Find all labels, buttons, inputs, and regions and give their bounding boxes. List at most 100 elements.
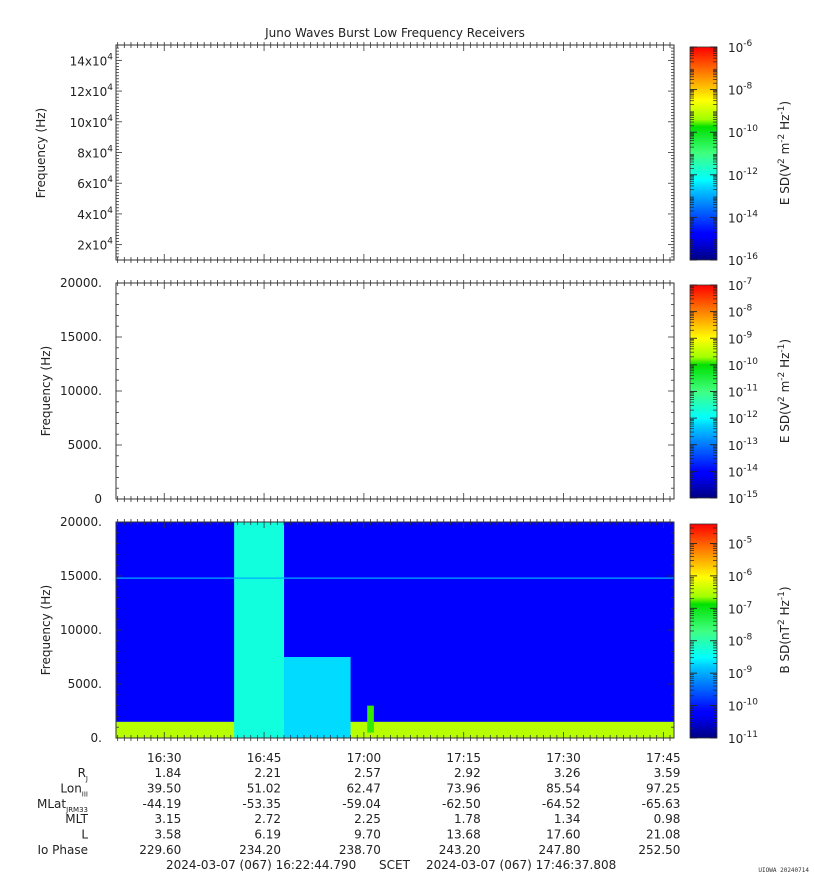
footer-start-time: 2024-03-07 (067) 16:22:44.790 xyxy=(166,858,356,872)
colorbar-3-label-end: ) xyxy=(778,586,792,591)
colorbar-tick-label: 10-8 xyxy=(728,82,753,98)
colorbar-2-label-end: ) xyxy=(778,339,792,344)
ephemeris-row-label: LonIII xyxy=(60,781,88,798)
colorbar-tick-base: 10 xyxy=(728,386,743,400)
colorbar-tick-exponent: -14 xyxy=(743,209,758,219)
ephemeris-value: 17.60 xyxy=(546,828,580,842)
y-tick-label: 5000. xyxy=(68,677,102,691)
ephemeris-value: 0.98 xyxy=(654,812,681,826)
ephemeris-value: 39.50 xyxy=(147,781,181,795)
colorbar-3-label-sup2: -1 xyxy=(777,591,787,600)
colorbar-2-label: E SD(V2 m-2 Hz-1) xyxy=(777,339,792,443)
panel-2-frame xyxy=(115,282,675,500)
ephemeris-row-label-main: MLT xyxy=(65,812,88,826)
ephemeris-row-label: MLT xyxy=(65,812,88,826)
ephemeris-value: -44.19 xyxy=(143,797,182,811)
y-tick-mantissa: 8x10 xyxy=(77,147,107,161)
panel-3: 16:30 16:45 17:00 17:15 17:30 17:45 20000. 150… xyxy=(39,515,792,765)
colorbar-tick-base: 10 xyxy=(728,412,743,426)
footer-scet: SCET xyxy=(379,858,411,872)
ephemeris-value: 62.47 xyxy=(347,781,381,795)
colorbar-tick-base: 10 xyxy=(728,84,743,98)
colorbar-tick-exponent: -7 xyxy=(743,277,752,287)
colorbar-tick-label: 10-10 xyxy=(728,124,758,140)
ephemeris-value: -64.52 xyxy=(542,797,581,811)
colorbar-tick-base: 10 xyxy=(728,126,743,140)
y-tick-label: 15000. xyxy=(60,330,102,344)
colorbar-tick-exponent: -15 xyxy=(743,490,758,500)
colorbar-tick-exponent: -12 xyxy=(743,410,758,420)
colorbar-tick-exponent: -10 xyxy=(743,698,758,708)
colorbar-1-label-end: ) xyxy=(778,101,792,106)
colorbar-tick-label: 10-7 xyxy=(728,277,752,293)
ephemeris-row-label-sub: J xyxy=(85,775,88,783)
y-tick-label: 4x104 xyxy=(77,206,113,222)
colorbar-2-label-hz: Hz xyxy=(778,353,792,372)
ephemeris-value: 234.20 xyxy=(239,843,281,857)
x-tick-label: 16:30 xyxy=(147,751,182,765)
spectrogram-image xyxy=(116,522,674,738)
ephemeris-value: 238.70 xyxy=(339,843,381,857)
ephemeris-value: 21.08 xyxy=(646,828,680,842)
spectrogram-feature xyxy=(284,657,351,738)
panel-1-frame xyxy=(115,44,675,261)
colorbar-tick-label: 10-8 xyxy=(728,633,753,649)
ephemeris-value: 2.72 xyxy=(254,812,281,826)
y-tick-label: 20000. xyxy=(60,515,102,529)
colorbar-tick-base: 10 xyxy=(728,211,743,225)
ephemeris-value: 3.58 xyxy=(155,828,182,842)
colorbar-tick-exponent: -6 xyxy=(743,39,752,49)
y-tick-label: 10000. xyxy=(60,623,102,637)
colorbar-tick-base: 10 xyxy=(728,254,743,268)
colorbar-tick-base: 10 xyxy=(728,732,743,746)
colorbar-tick-exponent: -9 xyxy=(743,330,752,340)
ephemeris-value: 9.70 xyxy=(354,828,381,842)
y-tick-label: 10x104 xyxy=(70,114,114,130)
colorbar-2-label-text: E SD(V xyxy=(778,401,792,443)
colorbar-3-label-text: B SD(nT xyxy=(778,624,792,673)
colorbar-tick-label: 10-9 xyxy=(728,665,753,681)
colorbar-tick-exponent: -9 xyxy=(743,665,752,675)
colorbar-tick-base: 10 xyxy=(728,602,743,616)
ephemeris-row-label-sub: III xyxy=(82,790,88,798)
ephemeris-value: -59.04 xyxy=(342,797,381,811)
colorbar-tick-base: 10 xyxy=(728,332,743,346)
ephemeris-value: 247.80 xyxy=(539,843,581,857)
colorbar-tick-label: 10-8 xyxy=(728,304,753,320)
colorbar-tick-exponent: -16 xyxy=(743,252,758,262)
colorbar-tick-base: 10 xyxy=(728,537,743,551)
colorbar-tick-base: 10 xyxy=(728,279,743,293)
colorbar-tick-exponent: -8 xyxy=(743,304,752,314)
colorbar-tick-label: 10-6 xyxy=(728,39,753,55)
y-tick-label: 2x104 xyxy=(77,237,113,253)
ephemeris-value: 252.50 xyxy=(638,843,680,857)
y-tick-label: 6x104 xyxy=(77,175,113,191)
y-tick-label: 12x104 xyxy=(70,83,114,99)
colorbar-1-label-sup2: -2 xyxy=(777,134,787,143)
y-tick-mantissa: 6x10 xyxy=(77,177,107,191)
spectrogram-feature xyxy=(234,522,285,738)
ephemeris-value: 1.34 xyxy=(554,812,581,826)
colorbar-tick-label: 10-14 xyxy=(728,463,758,479)
colorbar-tick-base: 10 xyxy=(728,359,743,373)
ephemeris-value: 3.15 xyxy=(155,812,182,826)
colorbar-tick-exponent: -7 xyxy=(743,600,752,610)
colorbar-tick-label: 10-15 xyxy=(728,490,758,506)
ephemeris-value: -62.50 xyxy=(442,797,481,811)
footer: 2024-03-07 (067) 16:22:44.790 SCET 2024-… xyxy=(166,858,616,872)
ephemeris-value: 97.25 xyxy=(646,781,680,795)
y-tick-mantissa: 12x10 xyxy=(70,85,108,99)
ephemeris-value: 229.60 xyxy=(139,843,181,857)
y-tick-exponent: 4 xyxy=(107,206,113,216)
y-tick-mantissa: 4x10 xyxy=(77,208,107,222)
colorbar-tick-exponent: -12 xyxy=(743,167,758,177)
y-tick-mantissa: 10x10 xyxy=(70,116,108,130)
x-tick-label: 17:15 xyxy=(446,751,481,765)
colorbar-tick-label: 10-12 xyxy=(728,167,758,183)
colorbar-tick-label: 10-11 xyxy=(728,384,758,400)
ephemeris-row-label: Io Phase xyxy=(37,843,88,857)
colorbar-tick-exponent: -11 xyxy=(743,384,758,394)
colorbar-2-label-sup3: -1 xyxy=(777,344,787,353)
colorbar-tick-base: 10 xyxy=(728,465,743,479)
y-tick-label: 5000. xyxy=(68,438,102,452)
